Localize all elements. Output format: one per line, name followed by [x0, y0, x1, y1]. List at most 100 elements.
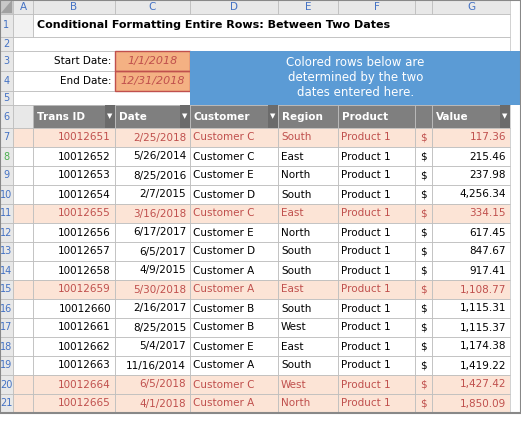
Bar — [33, 14, 510, 37]
Bar — [338, 394, 415, 413]
Bar — [33, 280, 115, 299]
Text: ▼: ▼ — [502, 114, 507, 120]
Bar — [0, 356, 13, 375]
Bar — [0, 71, 13, 91]
Bar — [180, 105, 190, 128]
Bar — [278, 166, 338, 185]
Bar — [415, 0, 432, 14]
Bar — [190, 166, 278, 185]
Bar — [13, 71, 115, 91]
Bar — [115, 0, 190, 14]
Text: ▼: ▼ — [107, 114, 113, 120]
Bar — [33, 0, 115, 14]
Bar — [190, 223, 278, 242]
Polygon shape — [190, 59, 192, 97]
Bar — [0, 37, 13, 51]
Bar — [115, 147, 190, 166]
Bar — [415, 394, 432, 413]
Text: 10012661: 10012661 — [58, 323, 111, 332]
Text: $: $ — [420, 341, 427, 351]
Bar — [338, 394, 415, 413]
Bar — [115, 147, 190, 166]
Bar — [338, 280, 415, 299]
Bar — [338, 318, 415, 337]
Bar — [13, 91, 510, 105]
Text: 1,115.37: 1,115.37 — [460, 323, 506, 332]
Bar — [115, 51, 190, 71]
Bar — [338, 185, 415, 204]
Bar — [13, 318, 33, 337]
Text: $: $ — [420, 304, 427, 313]
Text: Customer D: Customer D — [193, 246, 255, 257]
Bar — [13, 185, 33, 204]
Bar — [190, 318, 278, 337]
Bar — [115, 356, 190, 375]
Bar — [415, 299, 432, 318]
Text: Product 1: Product 1 — [341, 360, 391, 371]
Bar — [115, 223, 190, 242]
Text: 9: 9 — [4, 170, 9, 181]
Text: 5/4/2017: 5/4/2017 — [140, 341, 186, 351]
Text: 3/16/2018: 3/16/2018 — [133, 209, 186, 218]
Bar — [13, 204, 33, 223]
Bar — [415, 166, 432, 185]
Text: Customer C: Customer C — [193, 379, 254, 390]
Bar — [190, 0, 278, 14]
Bar — [0, 356, 13, 375]
Bar — [190, 185, 278, 204]
Bar — [13, 166, 33, 185]
Bar — [115, 242, 190, 261]
Text: 18: 18 — [1, 341, 13, 351]
Text: $: $ — [420, 323, 427, 332]
Bar — [432, 0, 510, 14]
Text: 334.15: 334.15 — [469, 209, 506, 218]
Bar — [105, 105, 115, 128]
Bar — [415, 280, 432, 299]
Bar — [115, 375, 190, 394]
Text: Product 1: Product 1 — [341, 285, 391, 295]
Text: ▼: ▼ — [270, 114, 276, 120]
Text: Trans ID: Trans ID — [37, 112, 85, 122]
Text: West: West — [281, 379, 307, 390]
Text: 11/16/2014: 11/16/2014 — [126, 360, 186, 371]
Bar — [33, 128, 115, 147]
Text: Customer E: Customer E — [193, 341, 254, 351]
Text: Value: Value — [436, 112, 468, 122]
Bar — [338, 223, 415, 242]
Bar — [338, 318, 415, 337]
Text: 17: 17 — [1, 323, 13, 332]
Bar — [115, 280, 190, 299]
Bar — [338, 0, 415, 14]
Text: Customer B: Customer B — [193, 323, 254, 332]
Text: 21: 21 — [1, 399, 13, 408]
Bar — [33, 0, 115, 14]
Bar — [190, 242, 278, 261]
Bar — [432, 261, 510, 280]
Bar — [432, 166, 510, 185]
Text: West: West — [281, 323, 307, 332]
Text: Customer C: Customer C — [193, 209, 254, 218]
Bar — [13, 394, 33, 413]
Text: 1,427.42: 1,427.42 — [460, 379, 506, 390]
Bar — [13, 261, 33, 280]
Bar — [415, 185, 432, 204]
Bar — [0, 375, 13, 394]
Text: 4/9/2015: 4/9/2015 — [140, 265, 186, 276]
Text: 4: 4 — [4, 76, 9, 86]
Text: 4/1/2018: 4/1/2018 — [140, 399, 186, 408]
Bar — [338, 299, 415, 318]
Bar — [338, 242, 415, 261]
Text: B: B — [70, 2, 78, 12]
Bar — [190, 51, 510, 71]
Bar — [0, 166, 13, 185]
Bar — [278, 337, 338, 356]
Bar — [33, 105, 115, 128]
Text: 6/5/2017: 6/5/2017 — [140, 246, 186, 257]
Bar — [190, 280, 278, 299]
Text: 16: 16 — [1, 304, 13, 313]
Text: F: F — [374, 2, 379, 12]
Bar — [432, 166, 510, 185]
Bar — [278, 147, 338, 166]
Text: 10012660: 10012660 — [58, 304, 111, 313]
Text: South: South — [281, 360, 312, 371]
